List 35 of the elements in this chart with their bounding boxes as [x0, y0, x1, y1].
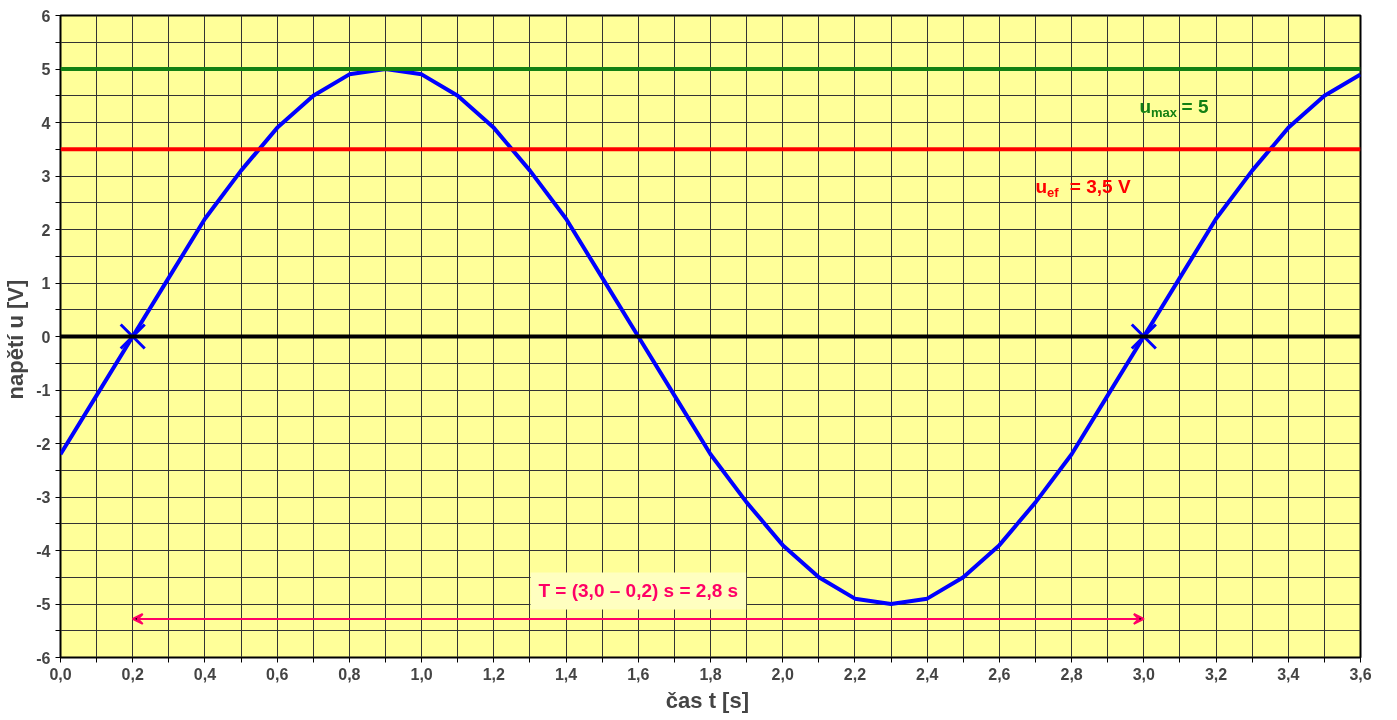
y-tick-label: 4 [41, 114, 51, 132]
x-tick-label: 2,2 [843, 665, 867, 683]
x-tick-label: 2,8 [1060, 665, 1083, 683]
x-tick-label: 0,6 [266, 665, 289, 683]
x-tick-label: 2,4 [916, 665, 939, 683]
y-tick-label: -2 [36, 435, 51, 453]
y-axis-title: napětí u [V] [3, 279, 29, 400]
x-tick-label: 2,6 [988, 665, 1011, 683]
y-tick-label: 1 [41, 275, 51, 292]
y-tick-label: 2 [41, 221, 51, 239]
y-tick-label: -6 [36, 649, 51, 667]
y-tick-label: 0 [41, 328, 51, 346]
x-tick-label: 0,8 [338, 665, 361, 683]
x-tick-label: 3,0 [1132, 665, 1156, 683]
x-tick-label: 3,4 [1277, 665, 1300, 683]
x-axis-title: čas t [s] [665, 687, 750, 713]
x-tick-label: 1,6 [627, 665, 650, 683]
y-tick-label: -5 [36, 596, 51, 613]
x-tick-label: 1,0 [410, 665, 433, 683]
y-tick-label: 6 [41, 7, 51, 25]
x-tick-label: 2,0 [771, 665, 794, 683]
y-tick-label: -3 [36, 489, 51, 506]
y-tick-label: -1 [36, 382, 51, 399]
x-tick-label: 0,2 [121, 665, 144, 683]
x-tick-label: 1,2 [482, 665, 506, 683]
y-tick-label: 5 [41, 61, 51, 78]
x-tick-label: 3,2 [1204, 665, 1228, 683]
x-tick-label: 3,6 [1349, 665, 1372, 683]
x-tick-label: 1,8 [699, 665, 722, 683]
x-tick-label: 0,4 [193, 665, 217, 683]
annotation: T = (3,0 – 0,2) s = 2,8 s [538, 580, 739, 602]
x-tick-label: 1,4 [554, 665, 578, 683]
y-tick-label: 3 [41, 168, 51, 185]
y-tick-label: -4 [36, 542, 51, 560]
x-tick-label: 0,0 [49, 665, 72, 683]
